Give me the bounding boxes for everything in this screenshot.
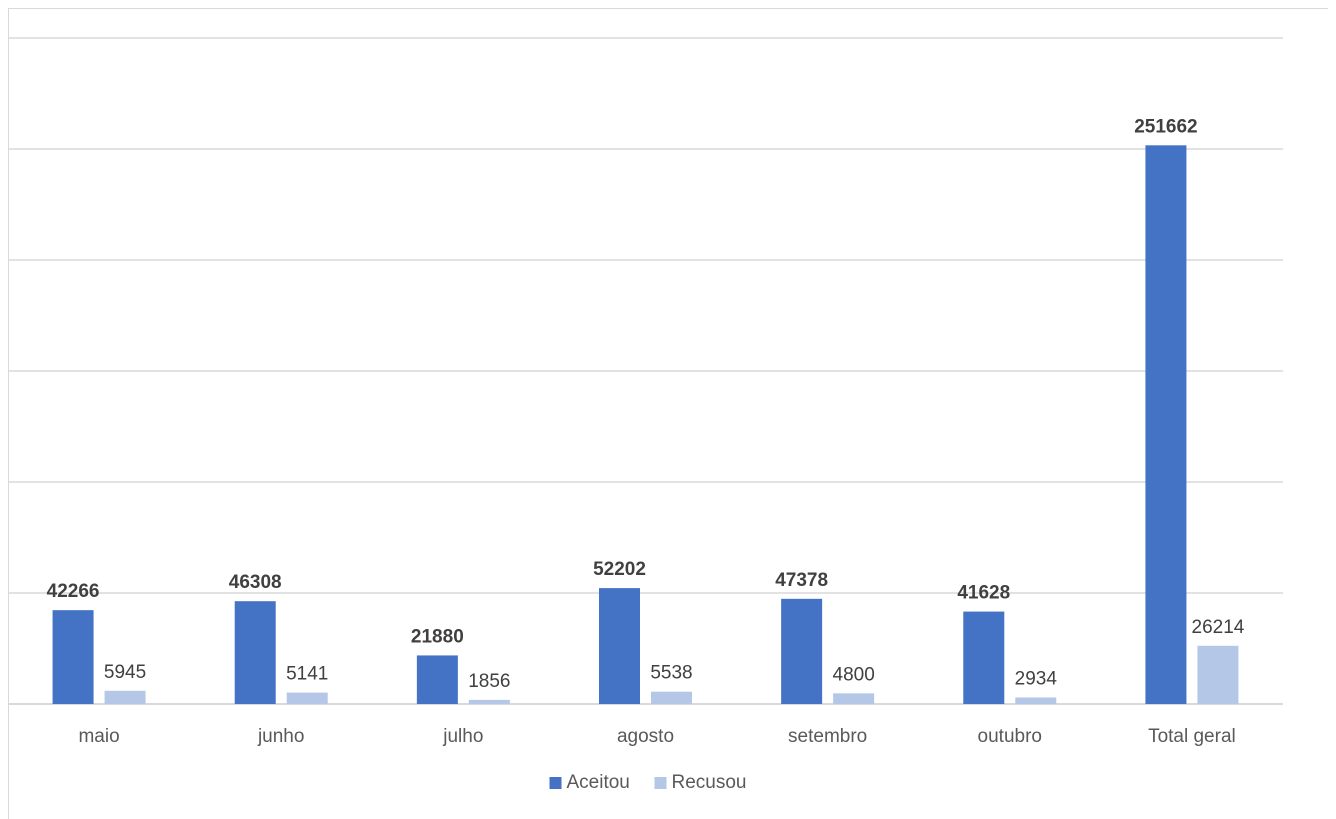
- category-label-junho: junho: [257, 726, 305, 747]
- bar-aceitou-setembro: [781, 598, 823, 704]
- value-label-aceitou-junho: 46308: [229, 572, 282, 593]
- value-label-aceitou-maio: 42266: [47, 581, 100, 602]
- legend-swatch-aceitou: [549, 777, 562, 789]
- value-label-aceitou-outubro: 41628: [957, 583, 1010, 604]
- bar-aceitou-outubro: [963, 611, 1005, 704]
- category-label-outubro: outubro: [978, 726, 1042, 747]
- gridlines: [8, 37, 1283, 705]
- bar-aceitou-total-geral: [1145, 145, 1187, 704]
- category-label-julho: julho: [442, 726, 483, 747]
- value-label-recusou-total-geral: 26214: [1192, 617, 1245, 638]
- bar-recusou-agosto: [651, 691, 692, 704]
- value-label-aceitou-setembro: 47378: [775, 570, 828, 591]
- value-labels: 42266 5945 46308 5141 21880 1856 52202 5538 4737…: [47, 116, 1245, 692]
- value-label-aceitou-total-geral: 251662: [1134, 116, 1197, 137]
- value-label-recusou-agosto: 5538: [650, 663, 692, 684]
- bar-recusou-outubro: [1015, 697, 1057, 704]
- value-label-recusou-outubro: 2934: [1015, 668, 1058, 689]
- value-label-aceitou-agosto: 52202: [593, 559, 646, 580]
- legend-label-recusou: Recusou: [672, 772, 747, 793]
- bar-aceitou-maio: [52, 610, 94, 704]
- bar-recusou-julho: [468, 699, 510, 704]
- category-labels: maio junho julho agosto setembro outubro Total…: [78, 726, 1235, 747]
- legend-swatch-recusou: [654, 777, 667, 789]
- category-label-setembro: setembro: [788, 726, 867, 747]
- bars: [52, 145, 1239, 704]
- bar-aceitou-julho: [416, 655, 458, 704]
- chart-frame: [8, 8, 1328, 819]
- bar-aceitou-junho: [234, 601, 276, 704]
- bar-aceitou-agosto: [599, 588, 640, 704]
- value-label-recusou-junho: 5141: [286, 664, 328, 685]
- category-label-maio: maio: [78, 726, 119, 747]
- bar-recusou-junho: [286, 692, 328, 704]
- legend: Aceitou Recusou: [549, 772, 747, 793]
- bar-recusou-maio: [104, 690, 146, 704]
- legend-label-aceitou: Aceitou: [567, 772, 630, 793]
- value-label-aceitou-julho: 21880: [411, 626, 464, 647]
- value-label-recusou-setembro: 4800: [833, 664, 875, 685]
- bar-recusou-total-geral: [1197, 645, 1239, 704]
- value-label-recusou-maio: 5945: [104, 662, 146, 683]
- bar-recusou-setembro: [833, 693, 875, 704]
- value-label-recusou-julho: 1856: [468, 671, 510, 692]
- category-label-agosto: agosto: [617, 726, 674, 747]
- category-label-total-geral: Total geral: [1148, 726, 1236, 747]
